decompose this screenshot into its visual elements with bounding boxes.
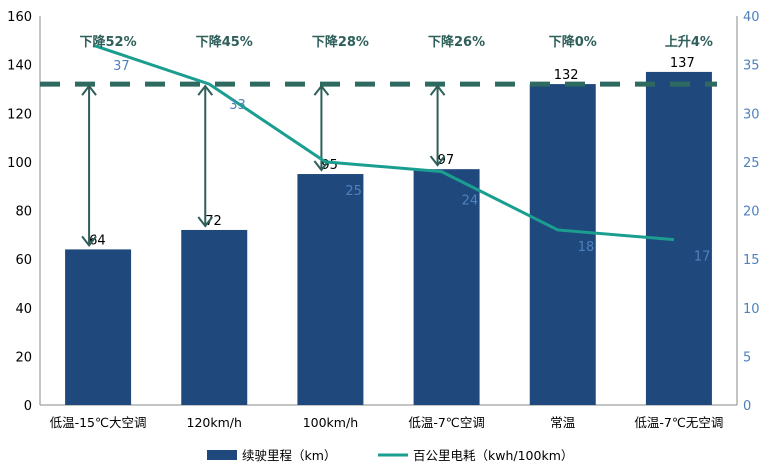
left-tick-label: 140 <box>7 59 32 74</box>
bar-value-label: 64 <box>89 233 106 248</box>
legend-bar-swatch <box>207 450 237 460</box>
left-tick-label: 160 <box>7 10 32 25</box>
bar-value-label: 137 <box>670 56 695 71</box>
change-annotation: 下降52% <box>80 34 137 50</box>
legend-line-label: 百公里电耗（kwh/100km） <box>413 448 573 463</box>
right-tick-label: 35 <box>743 59 760 74</box>
arrow-head-up <box>81 84 97 96</box>
category-label: 常温 <box>550 415 576 430</box>
right-tick-label: 15 <box>743 253 760 268</box>
right-tick-label: 40 <box>743 10 760 25</box>
line-value-label: 25 <box>345 184 362 199</box>
left-tick-label: 100 <box>7 156 32 171</box>
arrow-head-down <box>81 235 97 248</box>
change-annotation: 下降45% <box>196 34 253 50</box>
arrow-head-up <box>429 84 446 96</box>
left-tick-label: 120 <box>7 107 32 122</box>
arrow-head-down <box>197 216 214 228</box>
arrow-head-up <box>313 84 330 96</box>
right-tick-label: 20 <box>743 205 760 220</box>
bar-value-label: 72 <box>205 214 222 229</box>
category-label: 低温-15℃大空调 <box>50 415 147 430</box>
line-value-label: 24 <box>462 194 479 209</box>
bar-value-label: 97 <box>438 153 455 168</box>
left-tick-label: 60 <box>15 253 32 268</box>
arrow-head-down <box>429 155 446 167</box>
category-label: 低温-7℃空调 <box>408 415 485 430</box>
left-tick-label: 20 <box>15 350 32 365</box>
right-tick-label: 30 <box>743 107 760 122</box>
left-tick-label: 40 <box>15 302 32 317</box>
change-annotation: 下降26% <box>428 34 485 50</box>
change-annotation: 上升4% <box>665 34 713 50</box>
bar <box>65 249 132 405</box>
bar <box>297 174 364 405</box>
legend-bar-label: 续驶里程（km） <box>242 448 336 463</box>
category-label: 100km/h <box>303 415 358 430</box>
right-tick-label: 0 <box>743 399 751 414</box>
arrow-head-down <box>313 160 330 172</box>
line-value-label: 33 <box>229 98 246 113</box>
right-tick-label: 5 <box>743 350 751 365</box>
bar-value-label: 132 <box>554 68 579 83</box>
category-label: 低温-7℃无空调 <box>634 415 723 430</box>
right-tick-label: 25 <box>743 156 760 171</box>
change-annotation: 下降28% <box>312 34 369 50</box>
change-annotation: 下降0% <box>549 34 597 50</box>
bar <box>413 169 480 405</box>
category-label: 120km/h <box>187 415 242 430</box>
left-tick-label: 80 <box>15 205 32 220</box>
line-series <box>92 43 675 242</box>
line-value-label: 37 <box>113 59 130 74</box>
line-value-label: 18 <box>578 240 595 255</box>
bar <box>529 84 596 405</box>
right-tick-label: 10 <box>743 302 760 317</box>
bar <box>181 229 248 405</box>
left-tick-label: 0 <box>24 399 32 414</box>
arrow-head-up <box>197 84 214 96</box>
line-value-label: 17 <box>694 250 711 265</box>
